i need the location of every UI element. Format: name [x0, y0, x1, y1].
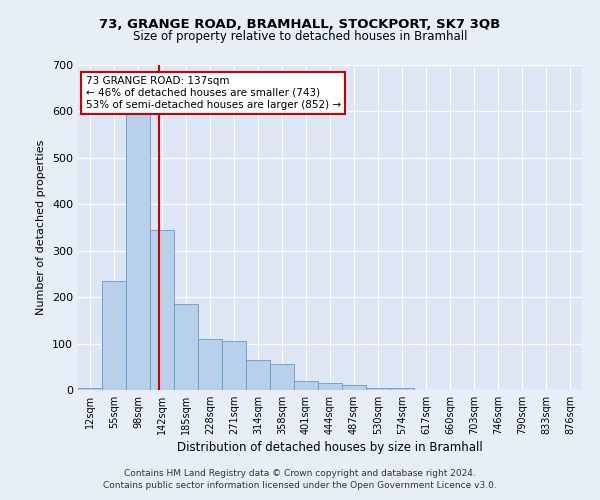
- Bar: [126, 102, 150, 390]
- Bar: [150, 230, 174, 390]
- Text: Contains public sector information licensed under the Open Government Licence v3: Contains public sector information licen…: [103, 481, 497, 490]
- Bar: [366, 388, 390, 390]
- Bar: [294, 380, 318, 390]
- Bar: [102, 281, 126, 390]
- Bar: [270, 364, 294, 390]
- Text: Size of property relative to detached houses in Bramhall: Size of property relative to detached ho…: [133, 30, 467, 43]
- Text: 73 GRANGE ROAD: 137sqm
← 46% of detached houses are smaller (743)
53% of semi-de: 73 GRANGE ROAD: 137sqm ← 46% of detached…: [86, 76, 341, 110]
- Bar: [222, 341, 246, 390]
- Bar: [174, 304, 198, 390]
- Y-axis label: Number of detached properties: Number of detached properties: [37, 140, 46, 315]
- Bar: [78, 388, 102, 390]
- Bar: [318, 383, 342, 390]
- Bar: [342, 386, 366, 390]
- Text: 73, GRANGE ROAD, BRAMHALL, STOCKPORT, SK7 3QB: 73, GRANGE ROAD, BRAMHALL, STOCKPORT, SK…: [100, 18, 500, 30]
- Text: Contains HM Land Registry data © Crown copyright and database right 2024.: Contains HM Land Registry data © Crown c…: [124, 468, 476, 477]
- X-axis label: Distribution of detached houses by size in Bramhall: Distribution of detached houses by size …: [177, 441, 483, 454]
- Bar: [246, 360, 270, 390]
- Bar: [390, 388, 414, 390]
- Bar: [198, 339, 222, 390]
